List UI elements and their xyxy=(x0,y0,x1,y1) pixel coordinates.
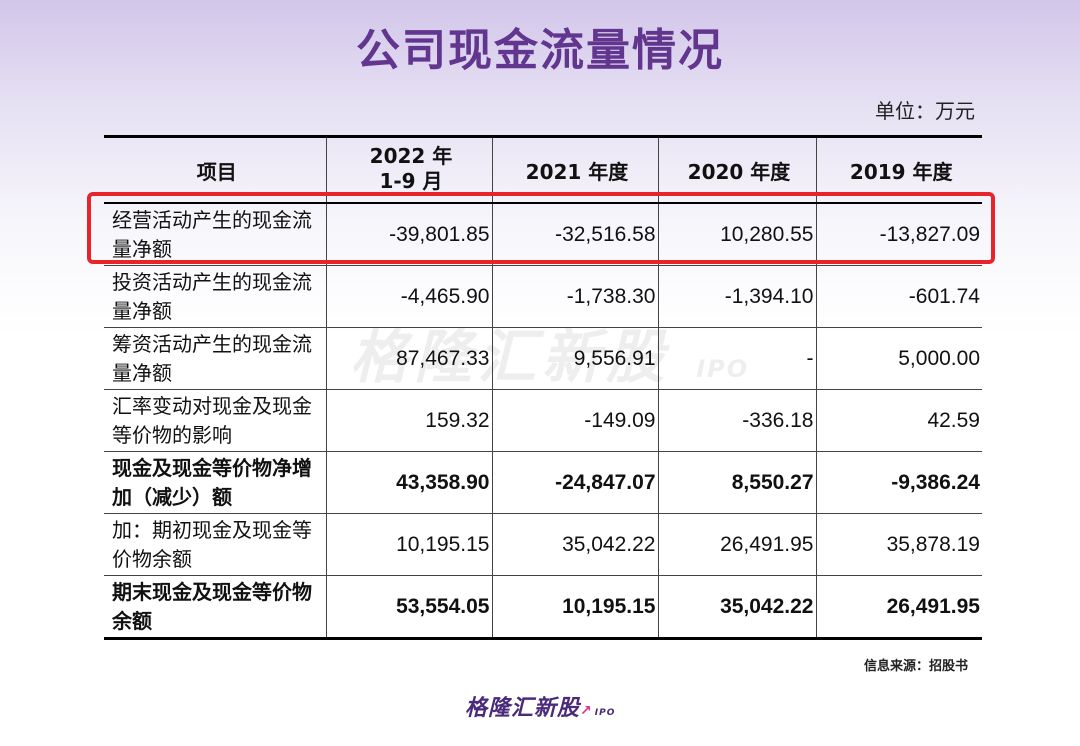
row-label: 汇率变动对现金及现金等价物的影响 xyxy=(104,389,326,452)
header-item: 项目 xyxy=(104,136,326,204)
row-value: 9,556.91 xyxy=(491,327,658,390)
row-value: -32,516.58 xyxy=(491,203,658,266)
row-value: -149.09 xyxy=(491,389,658,452)
row-value: -336.18 xyxy=(657,389,816,452)
row-value: 8,550.27 xyxy=(657,451,816,514)
table-row: 经营活动产生的现金流量净额 -39,801.85 -32,516.58 10,280.… xyxy=(104,203,982,266)
table-row: 加：期初现金及现金等价物余额 10,195.15 35,042.22 26,491.9… xyxy=(104,513,982,576)
logo: 格隆汇新股↗ IPO xyxy=(465,690,615,722)
arrow-icon: ↗ xyxy=(580,703,593,719)
row-label: 期末现金及现金等价物余额 xyxy=(104,575,326,639)
row-value: 26,491.95 xyxy=(815,575,982,639)
row-value: 159.32 xyxy=(325,389,492,452)
row-value: -24,847.07 xyxy=(491,451,658,514)
row-value: -39,801.85 xyxy=(325,203,492,266)
logo-ipo: IPO xyxy=(594,708,616,718)
logo-text: 格隆汇新股 xyxy=(465,696,581,721)
row-value: 5,000.00 xyxy=(815,327,982,390)
row-value: -1,738.30 xyxy=(491,265,658,328)
row-label: 现金及现金等价物净增加（减少）额 xyxy=(104,451,326,514)
row-value: 10,195.15 xyxy=(491,575,658,639)
row-value: 42.59 xyxy=(815,389,982,452)
row-value: 53,554.05 xyxy=(325,575,492,639)
table-row: 现金及现金等价物净增加（减少）额 43,358.90 -24,847.07 8,550… xyxy=(104,451,982,514)
row-value: 35,878.19 xyxy=(815,513,982,576)
row-value: 87,467.33 xyxy=(325,327,492,390)
header-2019: 2019 年度 xyxy=(815,136,982,204)
row-value: 10,280.55 xyxy=(657,203,816,266)
cash-flow-table: 项目 2022 年 1-9 月 2021 年度 2020 年度 2019 年度 … xyxy=(104,135,982,640)
row-value: - xyxy=(657,327,816,390)
row-value: 43,358.90 xyxy=(325,451,492,514)
header-2020: 2020 年度 xyxy=(657,136,816,204)
row-value: 10,195.15 xyxy=(325,513,492,576)
table-header-row: 项目 2022 年 1-9 月 2021 年度 2020 年度 2019 年度 xyxy=(104,136,982,204)
row-value: 35,042.22 xyxy=(657,575,816,639)
row-value: 35,042.22 xyxy=(491,513,658,576)
table-row: 期末现金及现金等价物余额 53,554.05 10,195.15 35,042.22 2… xyxy=(104,575,982,639)
source-note: 信息来源：招股书 xyxy=(863,659,968,674)
table-row: 筹资活动产生的现金流量净额 87,467.33 9,556.91-5,000.00 xyxy=(104,327,982,390)
table-row: 投资活动产生的现金流量净额 -4,465.90 -1,738.30 -1,394.10… xyxy=(104,265,982,328)
row-label: 投资活动产生的现金流量净额 xyxy=(104,265,326,328)
header-2022-text: 2022 年 1-9 月 xyxy=(369,144,453,193)
row-value: 26,491.95 xyxy=(657,513,816,576)
row-value: -4,465.90 xyxy=(325,265,492,328)
header-2021: 2021 年度 xyxy=(491,136,658,204)
unit-label: 单位：万元 xyxy=(875,99,975,123)
row-value: -9,386.24 xyxy=(815,451,982,514)
page-title: 公司现金流量情况 xyxy=(356,25,724,76)
row-value: -601.74 xyxy=(815,265,982,328)
row-value: -1,394.10 xyxy=(657,265,816,328)
row-label: 加：期初现金及现金等价物余额 xyxy=(104,513,326,576)
header-2022: 2022 年 1-9 月 xyxy=(325,136,492,204)
row-value: -13,827.09 xyxy=(815,203,982,266)
row-label: 经营活动产生的现金流量净额 xyxy=(104,203,326,266)
table-row: 汇率变动对现金及现金等价物的影响 159.32 -149.09 -336.18 42.5… xyxy=(104,389,982,452)
row-label: 筹资活动产生的现金流量净额 xyxy=(104,327,326,390)
